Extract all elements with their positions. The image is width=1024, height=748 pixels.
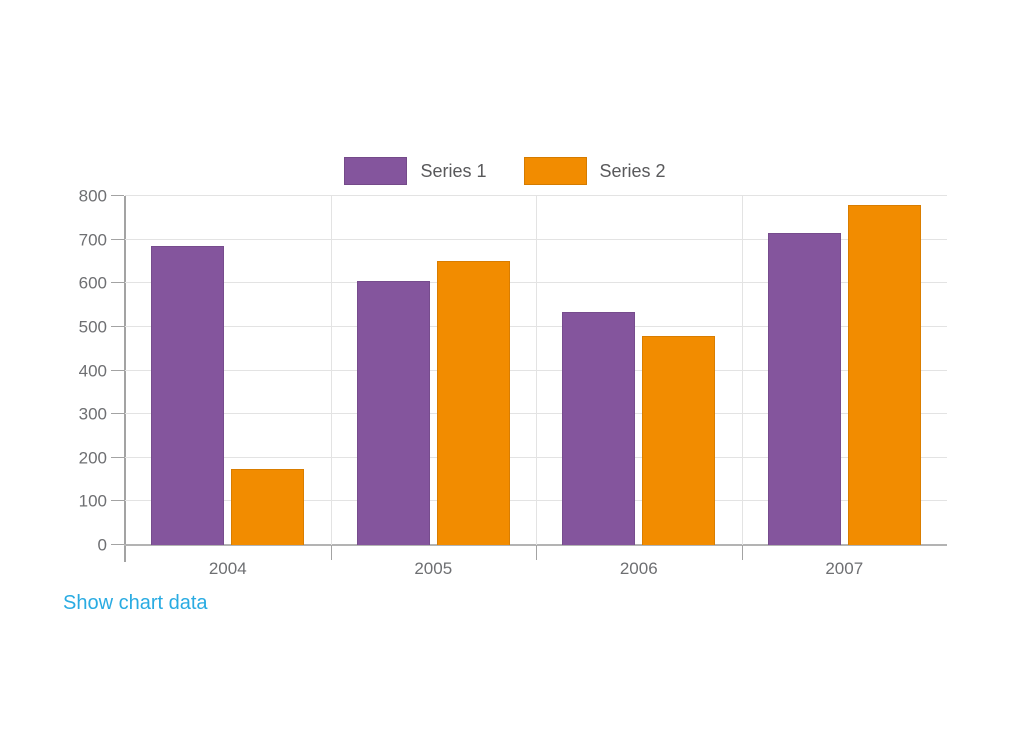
legend-item-series2: Series 2 (523, 157, 666, 185)
y-tick-label-300: 300 (78, 404, 107, 424)
bar-series2-2004 (231, 468, 305, 545)
show-chart-data-link[interactable]: Show chart data (63, 592, 208, 614)
x-axis-line (124, 544, 947, 546)
y-tick-300 (111, 413, 124, 415)
plot-area: 0 100 200 300 400 500 600 700 800 2004 2005 2006 200… (79, 188, 948, 578)
y-tick-500 (111, 325, 124, 327)
bar-series2-2005 (436, 261, 510, 545)
v-gridline-1 (330, 196, 332, 545)
y-tick-100 (111, 500, 124, 502)
bar-series2-2007 (847, 204, 921, 545)
legend-item-series1: Series 1 (344, 157, 487, 185)
y-tick-label-100: 100 (78, 491, 107, 511)
bar-chart: Series 1 Series 2 0 100 200 300 400 500 600 700 8… (63, 145, 947, 615)
x-axis-label-2005: 2005 (414, 559, 453, 578)
bar-series1-2005 (356, 281, 430, 545)
legend-label: Series 2 (599, 161, 666, 181)
legend-swatch-series2 (523, 157, 587, 185)
x-axis-label-2007: 2007 (825, 559, 864, 578)
x-tick-2 (536, 545, 537, 560)
y-tick-label-600: 600 (78, 273, 107, 293)
y-tick-200 (111, 456, 124, 458)
y-axis-line (124, 196, 126, 562)
x-tick-3 (741, 545, 743, 560)
y-tick-label-500: 500 (78, 317, 107, 337)
y-tick-label-0: 0 (97, 535, 107, 555)
y-tick-400 (111, 369, 124, 371)
bar-series1-2007 (767, 233, 841, 545)
y-tick-700 (111, 238, 124, 240)
bar-series1-2006 (562, 311, 636, 545)
legend-swatch-series1 (344, 157, 408, 185)
category-group-2007: 2007 (742, 196, 948, 578)
x-axis-label-2004: 2004 (208, 559, 247, 578)
chart-legend: Series 1 Series 2 (63, 157, 947, 185)
category-group-2006: 2006 (536, 196, 742, 578)
category-group-2005: 2005 (331, 196, 537, 578)
x-tick-1 (330, 545, 332, 560)
y-tick-800 (111, 195, 124, 196)
h-gridline-800 (125, 195, 947, 196)
v-gridline-2 (536, 196, 537, 545)
y-tick-label-700: 700 (78, 230, 107, 250)
bar-series2-2006 (642, 335, 716, 545)
legend-label: Series 1 (420, 161, 487, 181)
x-axis-label-2006: 2006 (619, 559, 658, 578)
y-tick-label-400: 400 (78, 361, 107, 380)
y-tick-600 (111, 282, 124, 284)
y-tick-0 (111, 544, 124, 545)
y-tick-label-200: 200 (78, 448, 107, 468)
category-group-2004: 2004 (125, 196, 331, 578)
v-gridline-3 (741, 196, 743, 545)
y-tick-label-800: 800 (78, 186, 107, 206)
bar-series1-2004 (151, 246, 225, 545)
